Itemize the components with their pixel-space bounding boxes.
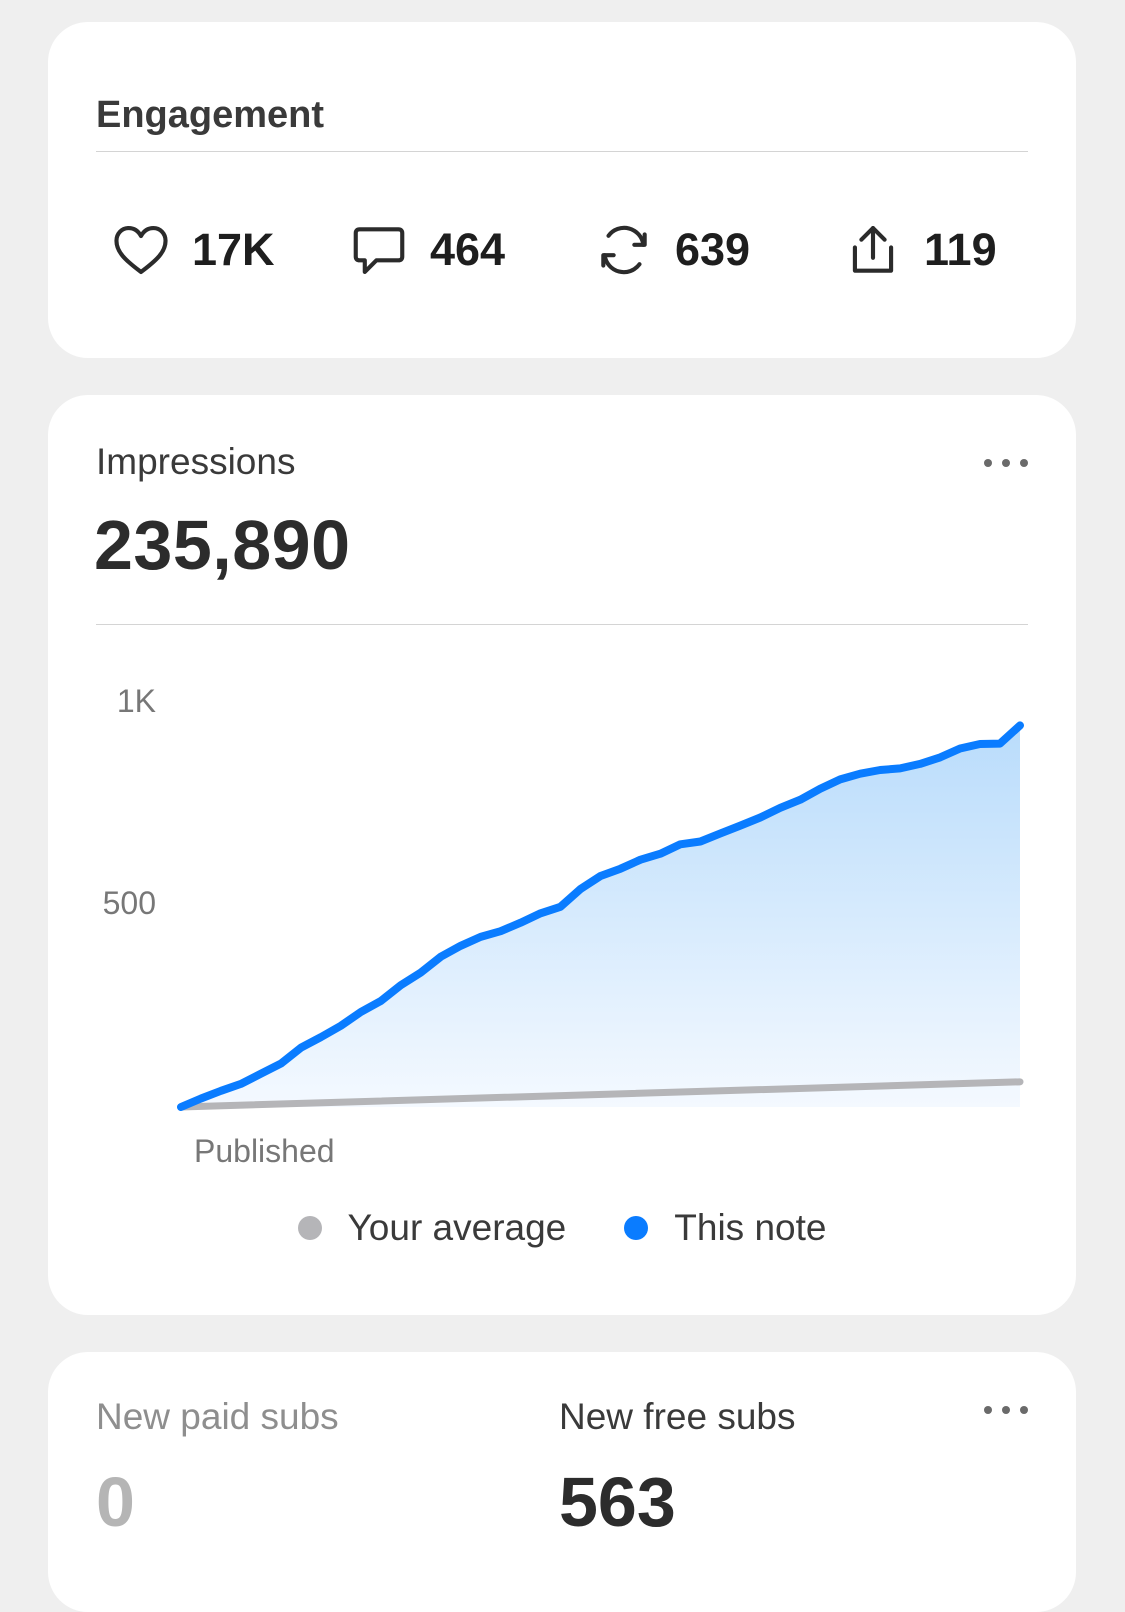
comments-stat[interactable]: 464: [348, 217, 505, 283]
dot: [1002, 459, 1010, 467]
paid-subs-value: 0: [96, 1463, 135, 1541]
this-note-series-line: [177, 721, 1024, 1111]
average-series-line: [177, 1078, 1024, 1111]
reposts-count: 639: [675, 224, 751, 275]
heart-icon: [114, 225, 168, 275]
divider: [96, 151, 1028, 152]
dot: [984, 459, 992, 467]
free-subs-value: 563: [559, 1463, 676, 1541]
dot: [1020, 1406, 1028, 1414]
impressions-label: Impressions: [96, 441, 296, 482]
chart-legend: Your average This note: [48, 1207, 1076, 1249]
engagement-card: Engagement 17K 464 639 119: [48, 22, 1076, 358]
likes-count: 17K: [192, 224, 275, 275]
legend-label-this-note: This note: [674, 1207, 827, 1248]
y-tick-label-1k: 1K: [117, 683, 156, 719]
impressions-card: Impressions 235,890 1K 500 Published You…: [48, 395, 1076, 1315]
impressions-more-icon[interactable]: [984, 453, 1028, 473]
this-note-area: [181, 725, 1020, 1107]
legend-dot-this-note: [624, 1216, 649, 1240]
y-tick-label-500: 500: [103, 885, 156, 921]
shares-count: 119: [924, 224, 997, 275]
impressions-chart: 1K 500 Published: [103, 683, 1024, 1169]
dot: [1020, 459, 1028, 467]
free-subs-label: New free subs: [559, 1396, 796, 1437]
comment-icon: [353, 227, 405, 275]
likes-stat[interactable]: 17K: [110, 217, 275, 283]
legend-item-this-note[interactable]: This note: [624, 1207, 826, 1249]
x-tick-label-published: Published: [194, 1133, 335, 1169]
divider: [96, 624, 1028, 625]
subscribers-card: New paid subs 0 New free subs 563: [48, 1352, 1076, 1612]
dot: [984, 1406, 992, 1414]
engagement-title: Engagement: [96, 94, 325, 136]
legend-label-average: Your average: [347, 1207, 567, 1248]
repost-icon: [601, 225, 647, 275]
reposts-stat[interactable]: 639: [593, 217, 750, 283]
shares-stat[interactable]: 119: [842, 217, 997, 283]
subs-more-icon[interactable]: [984, 1400, 1028, 1420]
legend-dot-average: [297, 1216, 322, 1240]
paid-subs-label: New paid subs: [96, 1396, 339, 1437]
legend-item-average[interactable]: Your average: [297, 1207, 567, 1249]
share-icon: [852, 225, 894, 273]
impressions-value: 235,890: [94, 506, 351, 584]
comments-count: 464: [430, 224, 506, 275]
dot: [1002, 1406, 1010, 1414]
